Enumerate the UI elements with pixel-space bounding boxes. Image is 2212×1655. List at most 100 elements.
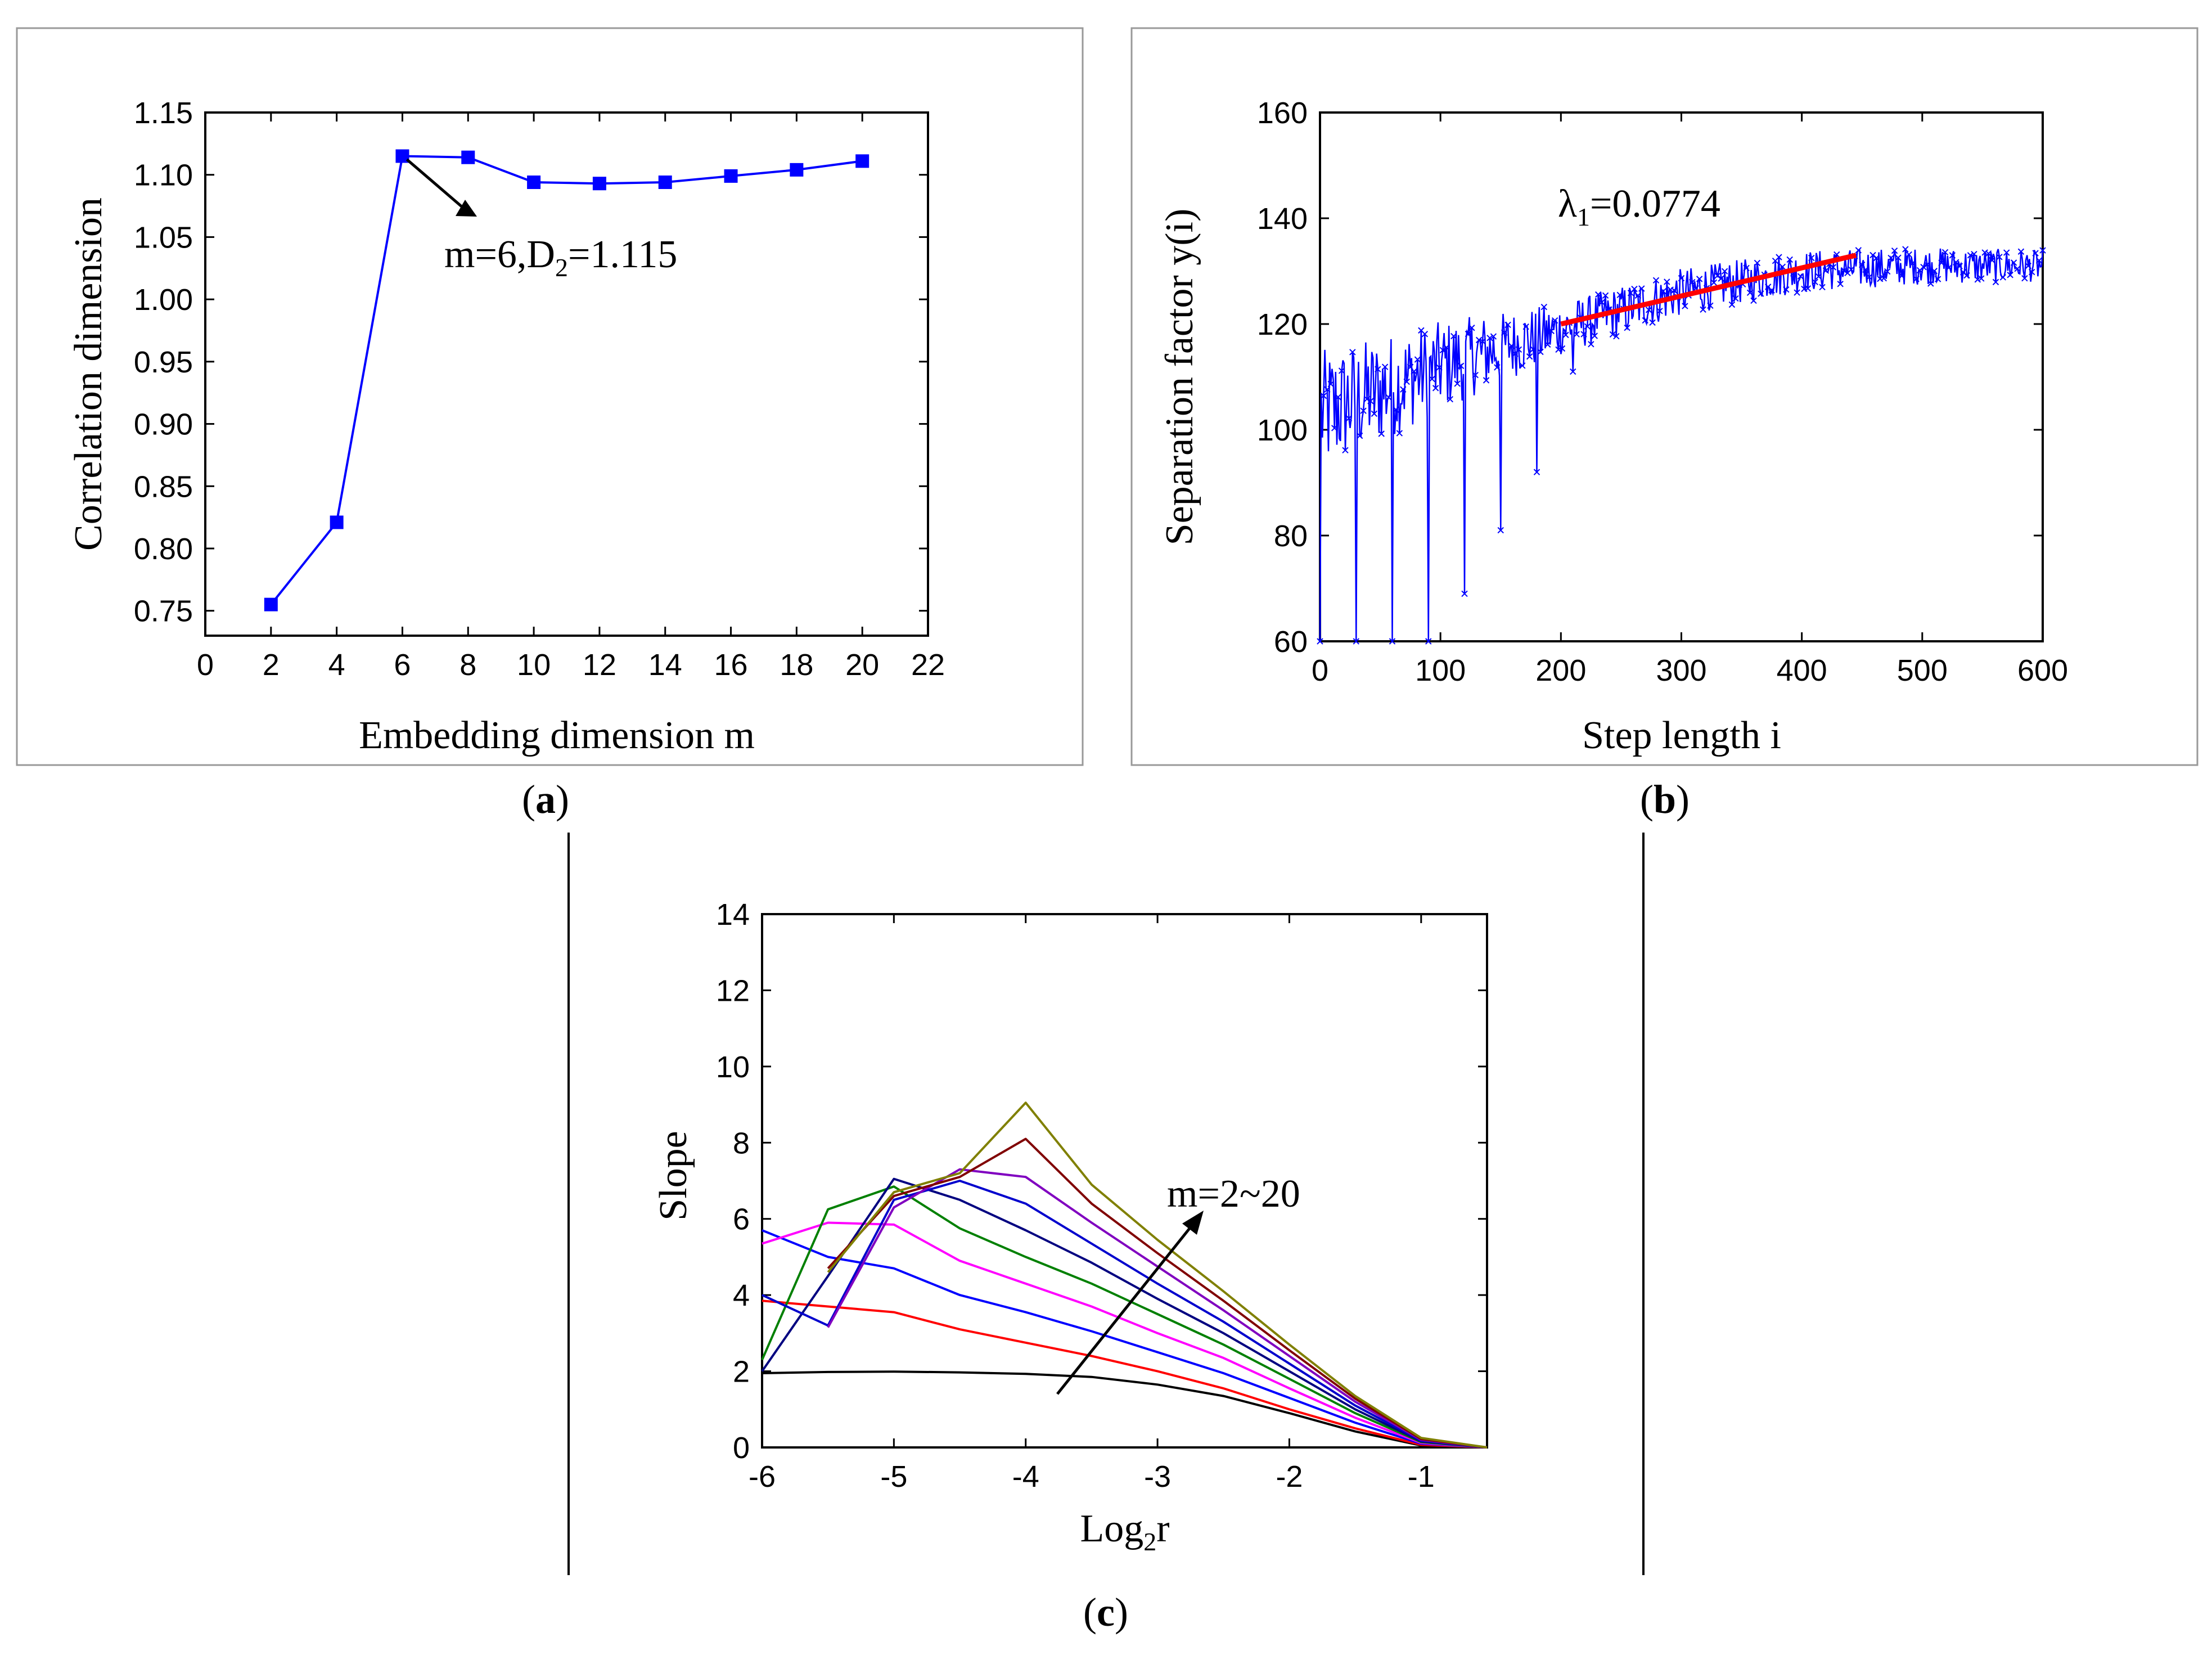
series-line-m=10 [761, 1185, 1488, 1449]
y-tick-label: 0.85 [134, 470, 193, 503]
y-tick-label: 1.15 [134, 96, 193, 130]
data-point [1873, 254, 1880, 262]
data-point [1616, 291, 1623, 299]
y-axis-label: Correlation dimension [67, 197, 110, 551]
data-point [724, 169, 738, 183]
annotation-text: m=6,D2=1.115 [444, 233, 677, 282]
x-tick-label: 18 [780, 648, 813, 682]
data-point [1508, 343, 1515, 349]
data-point [1898, 272, 1905, 280]
data-point [527, 176, 541, 189]
panel-label-b: (b) [1640, 777, 1690, 822]
panel-a-frame [16, 27, 1084, 766]
data-point [1927, 280, 1934, 287]
chart-a: 0 2 4 6 8 10 12 14 16 18 20 22 0.75 0.80 0.85 0.90 0.95 1… [67, 96, 945, 757]
data-point [1624, 324, 1630, 331]
data-point [1504, 321, 1511, 329]
data-point [2014, 265, 2021, 272]
data-point [1923, 261, 1931, 268]
data-point [1375, 366, 1381, 373]
data-point [1804, 285, 1812, 292]
x-tick-label: 16 [714, 648, 748, 682]
data-point [1678, 275, 1685, 282]
data-point [1338, 367, 1345, 374]
data-point [1436, 364, 1443, 371]
data-point [1486, 335, 1493, 341]
data-point [1540, 303, 1548, 311]
data-point [1443, 344, 1450, 351]
data-point [1967, 252, 1974, 259]
data-point [1558, 345, 1566, 352]
data-point [1746, 289, 1754, 296]
data-point [1345, 415, 1353, 422]
data-point [1815, 273, 1822, 280]
y-tick-label: 100 [1257, 413, 1308, 447]
data-point [1411, 368, 1417, 375]
data-point [1526, 353, 1533, 360]
data-point [1551, 317, 1558, 324]
data-point [1327, 380, 1334, 388]
data-point [1941, 249, 1949, 256]
x-tick-label: -1 [1408, 1460, 1435, 1494]
x-tick-label: 400 [1777, 654, 1827, 687]
data-point [1779, 263, 1786, 270]
x-tick-label: 4 [328, 648, 345, 682]
data-point [1429, 376, 1435, 383]
data-point [1634, 292, 1642, 299]
annotation-text: m=2~20 [1167, 1172, 1300, 1216]
data-point [1353, 638, 1359, 645]
y-tick-label: 10 [716, 1050, 750, 1084]
data-point [1949, 252, 1956, 259]
data-point [1381, 363, 1389, 370]
x-tick-label: -4 [1012, 1460, 1039, 1494]
series-line [1319, 248, 2044, 642]
data-point [855, 154, 870, 168]
y-tick-label: 0.80 [134, 532, 193, 566]
data-point [1447, 395, 1454, 403]
data-point [1537, 348, 1544, 356]
y-tick-label: 0.75 [134, 595, 193, 628]
data-point [1497, 527, 1504, 534]
data-point [1902, 246, 1909, 253]
data-point [1349, 349, 1356, 356]
data-point [1324, 386, 1331, 393]
data-point [1996, 254, 2003, 260]
data-point [1335, 394, 1341, 401]
data-point [1475, 336, 1483, 344]
data-point [1974, 276, 1981, 283]
data-point [1439, 347, 1447, 354]
y-tick-label: 80 [1274, 519, 1308, 553]
data-point [1400, 386, 1407, 393]
data-point [2003, 249, 2010, 256]
x-tick-label: -3 [1144, 1460, 1171, 1494]
data-point [1750, 297, 1757, 304]
data-point [1743, 264, 1750, 272]
data-point [1356, 432, 1363, 439]
data-point [1714, 272, 1721, 279]
x-tick-label: 300 [1656, 654, 1706, 687]
data-point [1317, 638, 1323, 645]
y-tick-label: 4 [733, 1279, 750, 1312]
data-point [1573, 331, 1580, 338]
x-tick-label: 20 [845, 648, 879, 682]
data-point [1656, 308, 1663, 314]
panel-label-c: (c) [1083, 1590, 1128, 1635]
data-point [1971, 250, 1977, 258]
data-point [1920, 263, 1927, 271]
data-point [1522, 323, 1529, 330]
data-point [2010, 259, 2017, 266]
data-point [330, 515, 344, 529]
data-point [1450, 332, 1457, 340]
data-point [1895, 254, 1902, 261]
series-line-m=12 [761, 1177, 1488, 1449]
chart-c: -6 -5 -4 -3 -2 -1 0 2 4 6 8 10 12 14 Log2r Slope m=2~20 [652, 898, 1488, 1556]
data-point [1638, 285, 1645, 292]
x-tick-label: 200 [1535, 654, 1586, 687]
data-point [1812, 278, 1818, 286]
data-point [1956, 263, 1963, 269]
data-point [1389, 638, 1396, 645]
annotation-text: λ1=0.0774 [1558, 182, 1720, 231]
data-point [2025, 262, 2032, 269]
data-point [1371, 410, 1378, 417]
x-tick-label: -6 [749, 1460, 776, 1494]
